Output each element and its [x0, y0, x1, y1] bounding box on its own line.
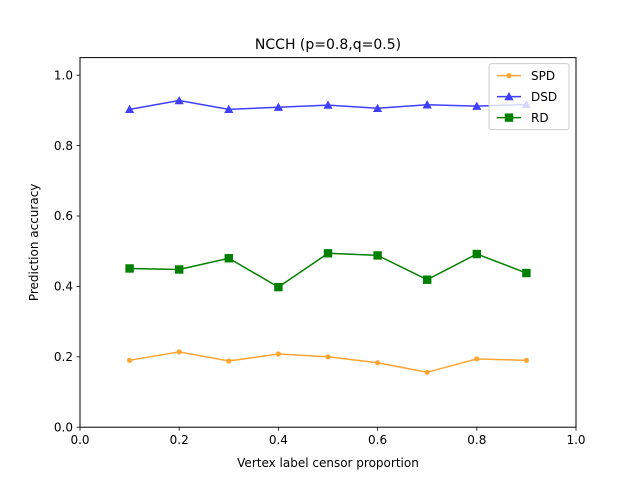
legend-marker-dsd — [504, 92, 514, 101]
data-point-spd — [275, 351, 281, 357]
x-tick-label: 0.8 — [467, 433, 486, 447]
data-point-spd — [375, 360, 381, 366]
data-point-dsd — [373, 103, 383, 112]
data-point-rd — [472, 249, 481, 259]
legend-box — [488, 63, 570, 131]
data-point-dsd — [323, 100, 333, 109]
y-tick-label: 0.6 — [54, 209, 73, 223]
data-point-spd — [127, 357, 133, 363]
y-tick-label: 0.8 — [54, 139, 73, 153]
data-point-rd — [373, 251, 382, 260]
x-axis-label: Vertex label censor proportion — [237, 456, 419, 470]
y-tick-label: 0.0 — [54, 420, 73, 434]
data-point-dsd — [125, 104, 135, 114]
data-point-spd — [325, 354, 331, 360]
y-tick-label: 0.4 — [54, 280, 73, 294]
data-point-dsd — [174, 95, 184, 105]
data-point-dsd — [472, 101, 482, 110]
plot-frame — [79, 57, 577, 428]
y-axis: 0.0 0.2 0.4 0.6 0.8 1.0 — [54, 68, 80, 434]
data-point-rd — [323, 249, 333, 258]
data-point-rd — [175, 265, 184, 274]
chart-title: NCCH (p=0.8,q=0.5) — [255, 37, 401, 53]
x-axis: 0.0 0.2 0.4 0.6 0.8 1.0 — [70, 427, 586, 447]
y-tick-label: 0.2 — [54, 350, 73, 364]
data-point-rd — [522, 268, 531, 278]
data-point-spd — [424, 369, 430, 375]
series-spd — [127, 349, 530, 375]
x-tick-label: 1.0 — [566, 433, 585, 447]
data-point-spd — [226, 358, 232, 364]
data-point-spd — [523, 357, 530, 363]
plot-area — [125, 95, 531, 375]
data-point-rd — [423, 275, 432, 284]
y-tick-label: 1.0 — [54, 68, 73, 82]
legend-marker-spd — [506, 73, 512, 79]
legend: SPD DSD RD — [488, 63, 570, 131]
data-point-dsd — [273, 102, 283, 111]
x-tick-label: 0.6 — [368, 433, 387, 447]
x-tick-label: 0.2 — [170, 433, 189, 447]
data-point-rd — [224, 254, 233, 263]
x-tick-label: 0.0 — [70, 433, 89, 447]
data-point-spd — [176, 349, 182, 355]
data-point-dsd — [422, 100, 432, 109]
legend-marker-rd — [504, 113, 514, 122]
data-point-rd — [125, 264, 134, 273]
y-axis-label: Prediction accuracy — [27, 184, 41, 302]
legend-label-dsd: DSD — [531, 90, 557, 104]
data-point-spd — [474, 356, 480, 362]
x-tick-label: 0.4 — [269, 433, 288, 447]
legend-label-spd: SPD — [531, 69, 555, 83]
data-point-rd — [274, 282, 283, 292]
series-rd — [125, 249, 531, 292]
legend-label-rd: RD — [531, 111, 549, 125]
data-point-dsd — [224, 104, 234, 114]
